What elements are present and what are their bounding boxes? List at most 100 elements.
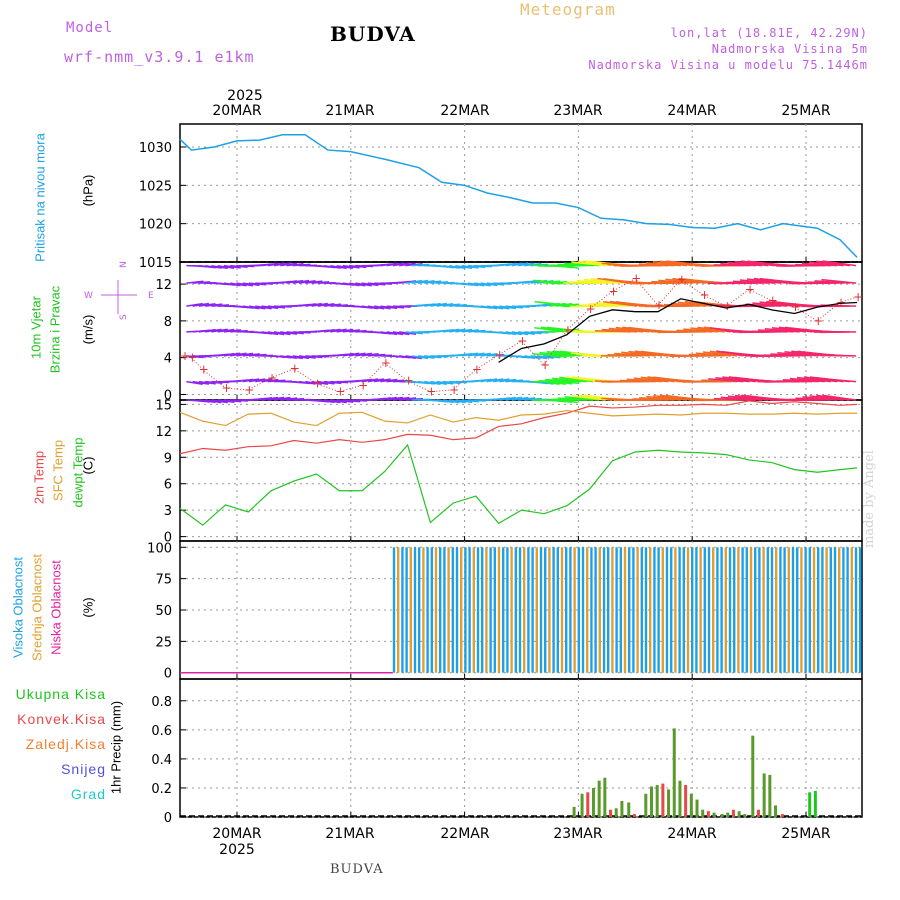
day-bottom-3: 23MAR <box>553 826 602 842</box>
tick-label-y: 6 <box>164 478 172 493</box>
cloud-bar <box>607 547 610 673</box>
wind-arrow <box>392 396 410 401</box>
day-top-0: 20MAR <box>212 103 261 119</box>
wind-arrow <box>480 353 498 357</box>
wind-arrow <box>564 396 600 401</box>
wind-arrow <box>411 355 429 360</box>
cloud-bar <box>481 547 484 673</box>
wind-arrow <box>530 355 548 360</box>
cloud-bar <box>552 547 555 673</box>
wind-arrow <box>336 328 354 333</box>
cloud-bar <box>804 547 807 673</box>
cloud-bar <box>539 547 543 673</box>
cloud-bar <box>623 547 627 673</box>
wind-arrow <box>323 303 342 307</box>
precip-bar <box>726 812 730 817</box>
precip-bar <box>603 777 607 817</box>
wind-arrow <box>261 305 279 310</box>
legend-snow: Snijeg <box>61 761 106 777</box>
model-label: Model <box>66 20 114 36</box>
wind-arrow <box>223 264 241 269</box>
cloud-bar <box>766 547 770 673</box>
panel-frame-4 <box>179 678 863 818</box>
precip-bar <box>731 809 735 817</box>
wind-arrow <box>505 262 523 267</box>
wind-arrow <box>652 260 688 267</box>
cloud-bar <box>422 547 425 673</box>
wind-arrow <box>517 355 535 359</box>
wind-arrow <box>546 350 581 357</box>
wind-arrow <box>286 355 303 360</box>
cloud-bar <box>560 547 564 673</box>
cloud-bar <box>678 547 681 673</box>
tick-label-y: 1025 <box>139 179 172 194</box>
wind-arrow <box>348 282 366 287</box>
wind-arrow <box>305 302 322 307</box>
cloud-bar <box>691 547 694 673</box>
cloud-bar <box>598 547 602 673</box>
wind-arrow <box>808 261 844 267</box>
wind-arrow <box>261 378 279 383</box>
cloud-bar <box>497 547 501 673</box>
wind-arrow <box>752 302 788 307</box>
pressure-line <box>179 133 858 258</box>
cloud-bar <box>443 547 446 673</box>
cloud-bar <box>686 547 690 673</box>
cloud-bar <box>682 547 686 673</box>
wind-arrow <box>697 326 731 333</box>
cloud-bar <box>728 547 732 673</box>
year-bottom: 2025 <box>219 842 255 858</box>
wind-arrow <box>380 378 398 383</box>
wind-arrow <box>815 260 850 267</box>
cloud-bar <box>434 547 438 673</box>
wind-arrow <box>192 302 210 307</box>
precip-bar <box>586 792 590 817</box>
cloud-bar <box>514 547 518 673</box>
wind-arrow <box>517 262 535 267</box>
wind-speed-marker: + <box>677 272 687 286</box>
cloud-bar <box>594 547 597 673</box>
cloud-bar <box>716 547 719 673</box>
panel-frame-0 <box>179 123 863 263</box>
tick-label-y: 1015 <box>139 256 172 271</box>
cloud-bar <box>846 547 849 673</box>
cloud-bar <box>615 547 618 673</box>
wind-arrow <box>455 264 473 270</box>
cloud-bar <box>602 547 606 673</box>
cloud-bar <box>409 547 413 673</box>
wind-arrow <box>732 280 769 284</box>
wind-arrow <box>499 305 517 310</box>
wind-speed-line <box>179 277 858 393</box>
dewpoint-line <box>179 443 858 526</box>
wind-arrow <box>417 279 435 284</box>
wind-arrow <box>645 262 681 267</box>
wind-arrow <box>474 282 491 287</box>
cloud-bar <box>392 547 396 673</box>
cloud-bar <box>737 547 740 673</box>
precip-bar <box>620 801 624 817</box>
wind-arrow <box>626 378 663 383</box>
cloud-bar <box>640 547 644 673</box>
wind-speed-marker: + <box>517 334 527 348</box>
wind-arrow <box>186 280 204 284</box>
cloud-bar <box>397 547 400 673</box>
wind-arrow <box>734 394 769 401</box>
cloud-bar <box>859 547 862 673</box>
cloud-bar <box>703 547 707 673</box>
wind-arrow <box>323 399 341 404</box>
cloud-bar <box>527 547 530 673</box>
wind-arrow <box>186 380 203 385</box>
cloud-bar <box>745 547 749 673</box>
cloud-bar <box>548 547 551 673</box>
wind-arrow <box>511 396 529 401</box>
wind-arrow <box>764 328 800 333</box>
wind-arrow <box>486 305 504 310</box>
day-top-1: 21MAR <box>325 103 374 119</box>
wind-arrow <box>814 280 850 284</box>
cloud-bar <box>707 547 711 673</box>
cloud-bar <box>439 547 442 673</box>
wind-arrow <box>557 397 594 401</box>
wind-arrow <box>524 355 541 360</box>
tick-label-y: 0.4 <box>151 753 172 768</box>
